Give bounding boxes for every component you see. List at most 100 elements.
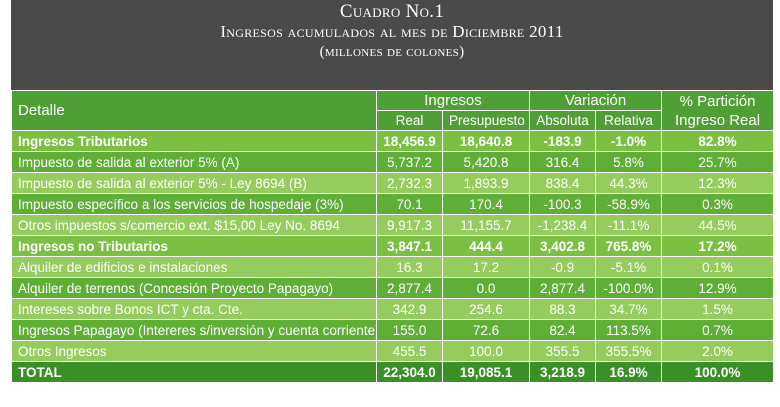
table-row: Ingresos Tributarios 18,456.9 18,640.8 -183… xyxy=(11,130,775,152)
cell-absoluta: 88.3 xyxy=(529,298,597,320)
cell-presupuesto: 170.4 xyxy=(441,193,531,215)
cell-detalle: TOTAL xyxy=(11,361,377,383)
cell-particion: 1.5% xyxy=(661,298,775,320)
table-row: Ingresos Papagayo (Intereres s/inversión… xyxy=(11,319,775,341)
table-row: Impuesto de salida al exterior 5% - Ley … xyxy=(11,172,775,194)
cell-presupuesto: 100.0 xyxy=(441,340,531,362)
cell-particion: 44.5% xyxy=(661,214,775,236)
cell-absoluta: 3,218.9 xyxy=(529,361,597,383)
cell-absoluta: -100.3 xyxy=(529,193,597,215)
header-particion: % Partición Ingreso Real xyxy=(661,90,775,131)
cell-particion: 12.9% xyxy=(661,277,775,299)
cell-detalle: Alquiler de edificios e instalaciones xyxy=(11,256,377,278)
cell-absoluta: 3,402.8 xyxy=(529,235,597,257)
cell-presupuesto: 1,893.9 xyxy=(441,172,531,194)
document-units: (millones de colones) xyxy=(319,44,465,60)
cell-detalle: Ingresos Papagayo (Intereres s/inversión… xyxy=(11,319,377,341)
cell-real: 5,737.2 xyxy=(376,151,443,173)
cell-real: 455.5 xyxy=(376,340,443,362)
cell-relativa: -11.1% xyxy=(595,214,663,236)
header-particion-line2: Ingreso Real xyxy=(675,111,761,129)
cell-detalle: Impuesto de salida al exterior 5% (A) xyxy=(11,151,377,173)
cell-detalle: Ingresos Tributarios xyxy=(11,130,377,152)
title-block: Cuadro No.1 Ingresos acumulados al mes d… xyxy=(11,0,773,90)
cell-real: 155.0 xyxy=(376,319,443,341)
income-table: Detalle Ingresos Variación % Partición I… xyxy=(11,90,775,383)
cell-relativa: -1.0% xyxy=(595,130,663,152)
cell-presupuesto: 11,155.7 xyxy=(441,214,531,236)
table-row: Alquiler de edificios e instalaciones 16.… xyxy=(11,256,775,278)
cell-detalle: Otros impuestos s/comercio ext. $15,00 L… xyxy=(11,214,377,236)
cell-absoluta: -0.9 xyxy=(529,256,597,278)
cell-presupuesto: 72.6 xyxy=(441,319,531,341)
cell-presupuesto: 17.2 xyxy=(441,256,531,278)
table-row: Impuesto de salida al exterior 5% (A) 5,7… xyxy=(11,151,775,173)
cell-real: 2,877.4 xyxy=(376,277,443,299)
cell-real: 16.3 xyxy=(376,256,443,278)
cell-real: 22,304.0 xyxy=(376,361,443,383)
cell-relativa: 113.5% xyxy=(595,319,663,341)
header-detalle: Detalle xyxy=(11,90,377,131)
cell-relativa: -5.1% xyxy=(595,256,663,278)
cell-particion: 0.1% xyxy=(661,256,775,278)
cell-detalle: Impuesto de salida al exterior 5% - Ley … xyxy=(11,172,377,194)
cell-absoluta: 2,877.4 xyxy=(529,277,597,299)
table-row: Otros impuestos s/comercio ext. $15,00 L… xyxy=(11,214,775,236)
header-absoluta: Absoluta xyxy=(529,110,597,131)
table-row: TOTAL 22,304.0 19,085.1 3,218.9 16.9% 100.0% xyxy=(11,361,775,383)
cell-detalle: Alquiler de terrenos (Concesión Proyecto… xyxy=(11,277,377,299)
cell-real: 9,917.3 xyxy=(376,214,443,236)
cell-presupuesto: 444.4 xyxy=(441,235,531,257)
cell-detalle: Intereses sobre Bonos ICT y cta. Cte. xyxy=(11,298,377,320)
cell-particion: 25.7% xyxy=(661,151,775,173)
cell-absoluta: 82.4 xyxy=(529,319,597,341)
cell-detalle: Impuesto específico a los servicios de h… xyxy=(11,193,377,215)
cell-relativa: 44.3% xyxy=(595,172,663,194)
cell-absoluta: 838.4 xyxy=(529,172,597,194)
header-particion-line1: % Partición xyxy=(679,92,756,110)
document-title: Cuadro No.1 xyxy=(339,1,445,22)
cell-particion: 0.7% xyxy=(661,319,775,341)
cell-detalle: Ingresos no Tributarios xyxy=(11,235,377,257)
table-row: Intereses sobre Bonos ICT y cta. Cte. 342… xyxy=(11,298,775,320)
table-row: Otros Ingresos 455.5 100.0 355.5 355.5% 2.0% xyxy=(11,340,775,362)
cell-presupuesto: 19,085.1 xyxy=(441,361,531,383)
table-row: Alquiler de terrenos (Concesión Proyecto… xyxy=(11,277,775,299)
table-row: Impuesto específico a los servicios de h… xyxy=(11,193,775,215)
cell-presupuesto: 254.6 xyxy=(441,298,531,320)
cell-relativa: -58.9% xyxy=(595,193,663,215)
cell-absoluta: -1,238.4 xyxy=(529,214,597,236)
cell-real: 3,847.1 xyxy=(376,235,443,257)
header-ingresos: Ingresos xyxy=(375,90,531,111)
document-subtitle: Ingresos acumulados al mes de Diciembre … xyxy=(220,22,564,41)
cell-real: 18,456.9 xyxy=(376,130,443,152)
table-row: Ingresos no Tributarios 3,847.1 444.4 3,402… xyxy=(11,235,775,257)
cell-relativa: -100.0% xyxy=(595,277,663,299)
cell-real: 70.1 xyxy=(376,193,443,215)
cell-absoluta: 316.4 xyxy=(529,151,597,173)
cell-relativa: 16.9% xyxy=(595,361,663,383)
cell-absoluta: 355.5 xyxy=(529,340,597,362)
cell-relativa: 765.8% xyxy=(595,235,663,257)
table-body: Ingresos Tributarios 18,456.9 18,640.8 -183… xyxy=(11,130,775,383)
header-presupuesto: Presupuesto xyxy=(441,110,531,131)
cell-relativa: 34.7% xyxy=(595,298,663,320)
cell-particion: 0.3% xyxy=(661,193,775,215)
cell-particion: 17.2% xyxy=(661,235,775,257)
cell-presupuesto: 0.0 xyxy=(441,277,531,299)
cell-presupuesto: 5,420.8 xyxy=(441,151,531,173)
cell-relativa: 355.5% xyxy=(595,340,663,362)
header-real: Real xyxy=(376,110,443,131)
cell-real: 2,732.3 xyxy=(376,172,443,194)
cell-particion: 12.3% xyxy=(661,172,775,194)
cell-particion: 82.8% xyxy=(661,130,775,152)
header-relativa: Relativa xyxy=(595,110,663,131)
cell-detalle: Otros Ingresos xyxy=(11,340,377,362)
cell-presupuesto: 18,640.8 xyxy=(441,130,531,152)
cell-real: 342.9 xyxy=(376,298,443,320)
header-variacion: Variación xyxy=(529,90,663,111)
cell-absoluta: -183.9 xyxy=(529,130,597,152)
cell-particion: 2.0% xyxy=(661,340,775,362)
cell-relativa: 5.8% xyxy=(595,151,663,173)
